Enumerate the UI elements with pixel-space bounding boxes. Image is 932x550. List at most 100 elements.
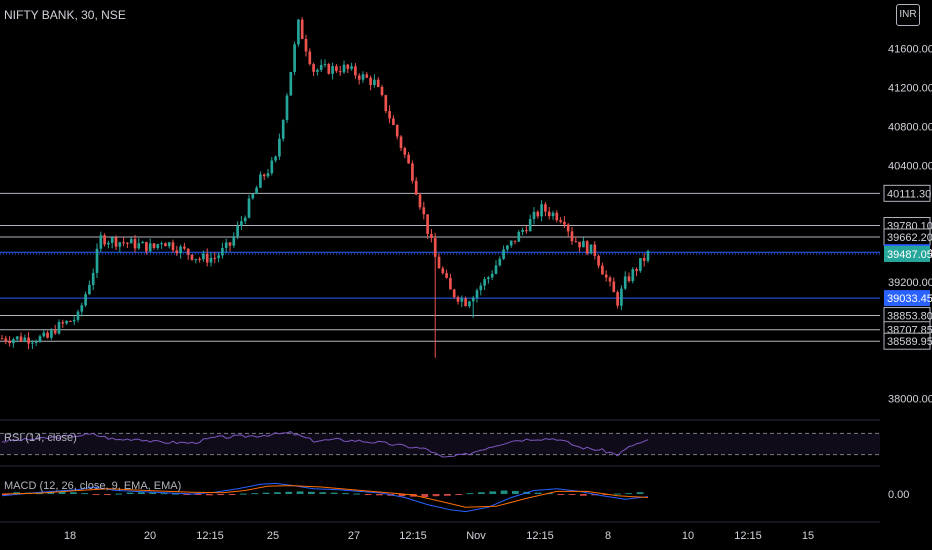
candle-body bbox=[502, 249, 505, 259]
macd-histogram-bar bbox=[217, 494, 225, 495]
price-tick-label: 40800.00 bbox=[888, 121, 932, 133]
candle-body bbox=[34, 341, 38, 343]
price-tick-label: 40400.00 bbox=[888, 160, 932, 172]
macd-histogram-bar bbox=[47, 491, 55, 494]
candle-body bbox=[217, 255, 220, 259]
candle-body bbox=[642, 258, 646, 261]
candle-body bbox=[354, 66, 357, 76]
candle-body bbox=[304, 38, 308, 52]
time-tick-label: 10 bbox=[682, 530, 694, 542]
candle-body bbox=[498, 258, 502, 266]
candle-body bbox=[369, 77, 372, 85]
candle-body bbox=[395, 125, 399, 137]
candle-body bbox=[213, 257, 217, 259]
macd-histogram-bar bbox=[500, 490, 508, 494]
current-price-label: 39487.05 bbox=[887, 249, 932, 261]
candle-body bbox=[84, 294, 87, 306]
candle-body bbox=[274, 156, 277, 161]
candle-body bbox=[156, 244, 160, 248]
price-axis[interactable]: 41600.00 41200.00 40800.00 40400.00 39200.00… bbox=[883, 44, 932, 406]
macd-histogram-bar bbox=[466, 493, 474, 495]
candle-body bbox=[262, 174, 266, 177]
candle-body bbox=[141, 241, 144, 244]
candle-body bbox=[563, 221, 566, 225]
candle-body bbox=[38, 336, 42, 342]
candle-body bbox=[289, 71, 293, 96]
candle-body bbox=[209, 257, 213, 263]
candle-body bbox=[198, 259, 201, 261]
candle-body bbox=[612, 281, 616, 293]
macd-histogram-bar bbox=[421, 494, 429, 498]
candle-body bbox=[137, 243, 141, 249]
candle-body bbox=[243, 217, 247, 222]
candle-body bbox=[126, 242, 129, 244]
candle-body bbox=[308, 51, 312, 65]
candle-body bbox=[251, 194, 255, 199]
candle-body bbox=[566, 224, 570, 232]
candle-body bbox=[327, 64, 331, 74]
macd-histogram-bar bbox=[285, 491, 293, 494]
macd-histogram-bar bbox=[557, 494, 565, 495]
currency-badge[interactable]: INR bbox=[896, 4, 920, 26]
candle-body bbox=[175, 250, 179, 254]
candle-body bbox=[601, 265, 604, 275]
candle-body bbox=[631, 269, 635, 282]
macd-histogram-bar bbox=[364, 494, 372, 495]
candle-body bbox=[582, 241, 585, 248]
candle-body bbox=[460, 298, 464, 302]
candle-body bbox=[578, 241, 581, 248]
macd-histogram-bar bbox=[126, 492, 134, 494]
time-tick-label: 18 bbox=[64, 530, 76, 542]
candle-body bbox=[27, 337, 30, 344]
candle-body bbox=[335, 66, 338, 72]
candle-body bbox=[376, 79, 380, 87]
candle-body bbox=[186, 248, 190, 255]
time-tick-label: 8 bbox=[605, 530, 611, 542]
candle-body bbox=[31, 342, 34, 344]
macd-histogram-bar bbox=[534, 492, 542, 494]
candle-body bbox=[536, 211, 540, 217]
candle-body bbox=[399, 136, 403, 149]
time-tick-label: 20 bbox=[144, 530, 156, 542]
candle-body bbox=[407, 154, 410, 164]
candle-body bbox=[585, 241, 589, 254]
candle-body bbox=[411, 163, 414, 181]
candle-body bbox=[167, 242, 171, 247]
time-tick-label: 12:15 bbox=[399, 530, 427, 542]
candle-body bbox=[232, 236, 236, 246]
price-tick-label: 39200.00 bbox=[888, 277, 932, 289]
rsi-line bbox=[1, 431, 649, 458]
candle-body bbox=[403, 148, 407, 155]
candle-body bbox=[430, 233, 433, 239]
macd-histogram-bar bbox=[13, 492, 21, 494]
macd-histogram-bar bbox=[625, 493, 633, 495]
level-tag-label: 38589.95 bbox=[887, 336, 932, 348]
candle-body bbox=[53, 330, 57, 334]
candle-body bbox=[445, 273, 448, 278]
macd-histogram-bar bbox=[444, 494, 451, 496]
candle-body bbox=[627, 276, 631, 282]
candle-body bbox=[373, 79, 376, 85]
candle-body bbox=[80, 305, 84, 312]
candle-body bbox=[76, 311, 80, 320]
candle-body bbox=[597, 255, 600, 266]
candle-body bbox=[589, 244, 593, 254]
candle-body bbox=[528, 219, 532, 232]
candles bbox=[0, 17, 650, 358]
time-tick-label: 12:15 bbox=[196, 530, 224, 542]
chart-title: NIFTY BANK, 30, NSE bbox=[4, 8, 126, 22]
candle-body bbox=[152, 243, 156, 248]
candle-body bbox=[414, 180, 418, 195]
candle-body bbox=[46, 332, 49, 338]
candle-body bbox=[95, 248, 99, 273]
macd-histogram-bar bbox=[353, 493, 361, 495]
candle-body bbox=[422, 207, 426, 215]
candle-body bbox=[418, 194, 422, 208]
candle-body bbox=[285, 95, 289, 121]
candle-body bbox=[540, 204, 543, 217]
candle-body bbox=[23, 337, 27, 342]
time-axis[interactable]: 18 20 12:15 25 27 12:15 Nov 12:15 8 10 12:15 15 bbox=[64, 530, 814, 542]
candle-body bbox=[202, 253, 205, 260]
candle-body bbox=[342, 64, 346, 73]
